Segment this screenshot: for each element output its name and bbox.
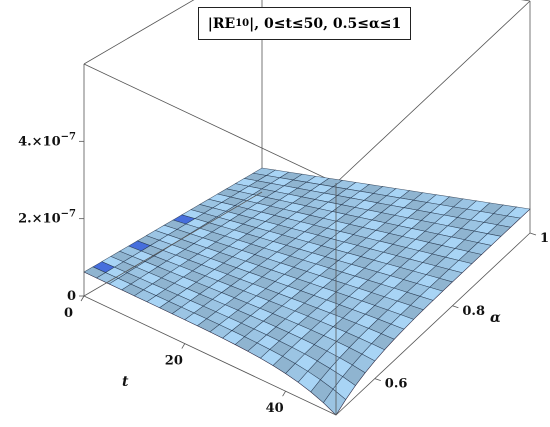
x-tick-mark bbox=[80, 295, 85, 302]
title-subscript: 10 bbox=[235, 18, 250, 29]
box-edge bbox=[83, 63, 337, 184]
z-tick-label: 4.×10−7 bbox=[18, 131, 76, 149]
y-tick-label: 0.8 bbox=[462, 304, 485, 319]
z-tick-label: 2.×10−7 bbox=[18, 209, 76, 227]
box-edge bbox=[520, 0, 531, 2]
x-tick-label: 20 bbox=[165, 354, 183, 369]
y-tick-mark bbox=[529, 232, 537, 236]
surface bbox=[83, 167, 531, 416]
y-tick-mark bbox=[374, 378, 381, 381]
x-tick-label: 0 bbox=[64, 306, 73, 321]
tick-labels: 0 20 40 0.6 0.8 1.0 0 2.×10−7 4.×10−7 bbox=[18, 131, 550, 416]
box-edge bbox=[83, 191, 263, 297]
plot-box-front bbox=[83, 64, 531, 416]
x-tick-mark bbox=[181, 343, 186, 349]
box-edge bbox=[335, 232, 531, 416]
y-axis-label: α bbox=[490, 310, 501, 326]
chart-title: |RE 10 |, 0≤t≤50, 0.5≤α≤1 bbox=[198, 7, 411, 40]
box-edge bbox=[83, 295, 337, 416]
x-tick-label: 40 bbox=[266, 401, 284, 416]
surface-cell bbox=[323, 388, 347, 416]
z-tick-label: 0 bbox=[67, 289, 76, 304]
box-edge bbox=[335, 0, 531, 184]
box-edge bbox=[83, 0, 195, 65]
plot-box-back bbox=[83, 0, 531, 233]
title-suffix: |, 0≤t≤50, 0.5≤α≤1 bbox=[249, 15, 402, 32]
title-prefix: |RE bbox=[207, 15, 236, 32]
x-tick-mark bbox=[282, 390, 286, 397]
y-tick-label: 0.6 bbox=[385, 377, 408, 392]
y-tick-mark bbox=[452, 305, 459, 309]
x-axis-label: t bbox=[122, 374, 129, 390]
y-tick-label: 1.0 bbox=[540, 231, 550, 246]
